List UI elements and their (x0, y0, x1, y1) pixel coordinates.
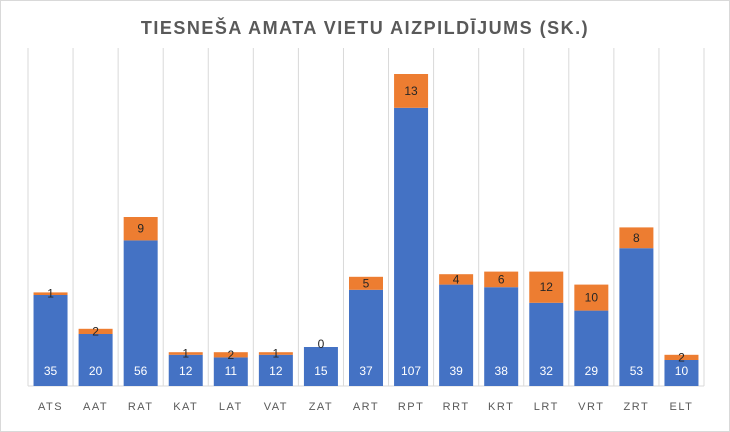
tick-label-x: ART (353, 401, 379, 413)
data-label-blue: 12 (179, 364, 193, 378)
bar-segment-orange (168, 352, 203, 355)
data-label-orange: 1 (182, 347, 189, 361)
data-label-blue: 38 (495, 364, 509, 378)
data-label-orange: 6 (498, 272, 505, 286)
bar-segment-orange (349, 276, 383, 290)
bar-segment-blue (213, 357, 248, 386)
tick-label-x: RRT (443, 401, 470, 413)
bar-segment-orange (123, 217, 158, 241)
data-label-orange: 5 (363, 276, 370, 290)
bar-segment-blue (258, 354, 293, 386)
bar-segment-blue (303, 347, 338, 386)
bar-segment-orange (529, 271, 564, 303)
bar-segment-orange (33, 292, 68, 295)
bar-segment-blue (574, 310, 609, 386)
data-label-orange: 8 (633, 231, 640, 245)
tick-label-x: AAT (83, 401, 108, 413)
bar-segment-blue (484, 287, 519, 386)
data-label-orange: 13 (404, 84, 418, 98)
data-label-blue: 35 (44, 364, 58, 378)
data-label-blue: 37 (359, 364, 373, 378)
data-label-blue: 56 (134, 364, 148, 378)
bar-segment-orange (484, 271, 519, 288)
bar-segment-orange (664, 354, 699, 360)
data-label-orange: 10 (585, 291, 599, 305)
data-label-orange: 9 (137, 222, 144, 236)
bar-segment-blue (33, 295, 68, 386)
bar-segment-orange (78, 328, 113, 334)
bar-segment-blue (78, 334, 113, 386)
bar-segment-blue (394, 107, 429, 387)
data-label-orange: 2 (678, 350, 685, 364)
data-label-orange: 0 (318, 337, 325, 351)
data-label-blue: 29 (585, 364, 599, 378)
data-label-blue: 39 (449, 364, 463, 378)
bar-segment-blue (529, 302, 564, 386)
tick-label-x: ZRT (624, 401, 650, 413)
data-label-blue: 15 (314, 364, 328, 378)
tick-label-x: RPT (398, 401, 425, 413)
chart-title: TIESNEŠA AMATA VIETU AIZPILDĪJUMS (SK.) (140, 18, 590, 38)
bar-segment-blue (439, 284, 474, 386)
tick-label-x: LAT (219, 401, 243, 413)
tick-label-x: ZAT (309, 401, 333, 413)
bar-segment-blue (619, 248, 654, 386)
data-label-orange: 2 (227, 348, 234, 362)
data-label-orange: 1 (47, 287, 54, 301)
bar-segment-orange (619, 227, 654, 249)
data-label-orange: 1 (273, 347, 280, 361)
data-label-blue: 107 (401, 364, 421, 378)
tick-label-x: ELT (670, 401, 694, 413)
data-label-blue: 10 (675, 364, 689, 378)
bar-segment-orange (213, 352, 248, 358)
tick-label-x: VRT (578, 401, 604, 413)
data-label-blue: 53 (630, 364, 644, 378)
data-label-blue: 11 (225, 364, 238, 378)
data-label-orange: 12 (540, 280, 554, 294)
data-label-blue: 12 (269, 364, 283, 378)
tick-label-x: LRT (534, 401, 559, 413)
data-label-orange: 2 (92, 324, 99, 338)
tick-label-x: ATS (38, 401, 63, 413)
tick-label-x: KRT (488, 401, 514, 413)
tick-label-x: RAT (128, 401, 154, 413)
bar-segment-orange (574, 284, 609, 311)
data-label-blue: 20 (89, 364, 103, 378)
data-label-orange: 4 (453, 272, 460, 286)
bar-segment-orange (394, 74, 429, 108)
bar-segment-orange (439, 274, 474, 285)
bar-segment-blue (664, 360, 699, 386)
tick-label-x: VAT (264, 401, 288, 413)
bar-segment-blue (123, 240, 158, 386)
tick-label-x: KAT (173, 401, 198, 413)
bar-segment-blue (349, 289, 383, 386)
bar-segment-blue (168, 354, 203, 386)
bar-segment-orange (258, 352, 293, 355)
data-label-blue: 32 (540, 364, 554, 378)
